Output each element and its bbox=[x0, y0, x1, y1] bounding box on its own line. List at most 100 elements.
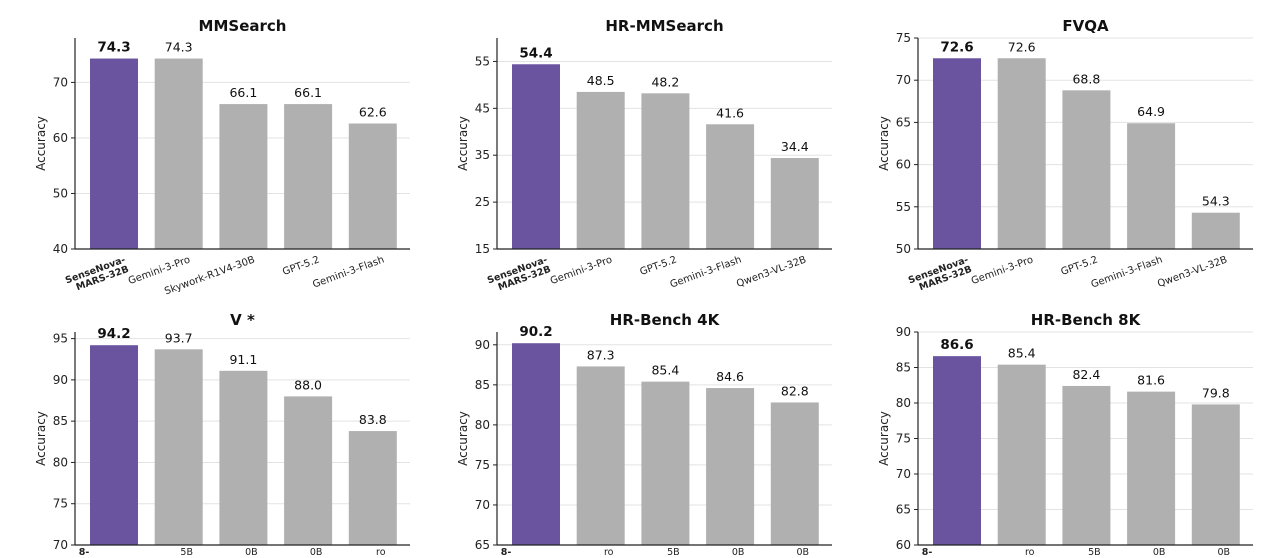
bar bbox=[706, 124, 755, 249]
x-tick-label: SenseNova-MARS-32B bbox=[64, 254, 131, 295]
x-tick-label-fragment: 0B bbox=[1218, 547, 1231, 558]
chart-title: HR-MMSearch bbox=[605, 17, 723, 35]
bar bbox=[576, 366, 625, 545]
value-label: 64.9 bbox=[1137, 104, 1165, 119]
bar bbox=[154, 58, 203, 249]
x-tick-label: SenseNova-MARS-32B bbox=[486, 254, 553, 295]
value-label: 74.3 bbox=[97, 40, 130, 56]
x-tick-label: Gemini-3-Flash bbox=[311, 254, 386, 290]
value-label: 72.6 bbox=[1008, 39, 1036, 54]
value-label: 54.4 bbox=[519, 45, 552, 61]
x-tick-label-fragment: ro bbox=[604, 547, 614, 558]
value-label: 48.5 bbox=[587, 73, 615, 88]
bar bbox=[770, 402, 819, 545]
bar bbox=[219, 104, 268, 249]
value-label: 82.4 bbox=[1072, 367, 1100, 382]
x-tick-label-line: GPT-5.2 bbox=[1060, 254, 1100, 277]
chart-panel: 70 75 80 85 90 95 Accuracy V * 94.2 8- 93.7 5B 91.1 0… bbox=[34, 311, 410, 558]
value-label: 83.8 bbox=[359, 412, 387, 427]
bar bbox=[706, 388, 755, 545]
chart-panel: 40 50 60 70 Accuracy MMSearch 74.3 SenseNova-MA… bbox=[34, 17, 410, 297]
value-label: 54.3 bbox=[1202, 194, 1230, 209]
bar bbox=[284, 396, 333, 545]
value-label: 91.1 bbox=[229, 352, 257, 367]
value-label: 93.7 bbox=[165, 330, 193, 345]
chart-panel: 65 70 75 80 85 90 Accuracy HR-Bench 4K 90.2 8- 87.… bbox=[456, 311, 832, 558]
x-tick-label: SenseNova-MARS-32B bbox=[907, 254, 974, 295]
bar bbox=[1191, 212, 1240, 249]
bar bbox=[1191, 404, 1240, 545]
y-axis-label: Accuracy bbox=[456, 116, 470, 171]
x-tick-label-line: Gemini-3-Flash bbox=[669, 254, 744, 290]
bar bbox=[348, 123, 397, 249]
value-label: 34.4 bbox=[781, 139, 809, 154]
y-tick-label: 60 bbox=[896, 158, 911, 172]
x-tick-label: Qwen3-VL-32B bbox=[1156, 254, 1229, 289]
chart-panel: 60 65 70 75 80 85 90 Accuracy HR-Bench 8K 86.6 8- 8… bbox=[877, 311, 1253, 558]
y-tick-label: 75 bbox=[896, 31, 911, 45]
y-tick-label: 70 bbox=[53, 75, 68, 89]
value-label: 68.8 bbox=[1072, 71, 1100, 86]
value-label: 82.8 bbox=[781, 383, 809, 398]
y-tick-label: 40 bbox=[53, 242, 68, 256]
y-axis-label: Accuracy bbox=[34, 411, 48, 466]
x-tick-label: Gemini-3-Flash bbox=[669, 254, 744, 290]
bar bbox=[1062, 90, 1111, 249]
value-label: 79.8 bbox=[1202, 385, 1230, 400]
x-tick-label-line: GPT-5.2 bbox=[281, 254, 321, 277]
bar bbox=[1062, 385, 1111, 545]
y-tick-label: 90 bbox=[475, 338, 490, 352]
bar bbox=[997, 58, 1046, 250]
x-tick-label-fragment: 8- bbox=[79, 547, 90, 558]
bar bbox=[154, 349, 203, 545]
y-tick-label: 65 bbox=[896, 115, 911, 129]
value-label: 85.4 bbox=[651, 363, 679, 378]
bar bbox=[770, 158, 819, 249]
y-tick-label: 50 bbox=[53, 186, 68, 200]
chart-panel: 50 55 60 65 70 75 Accuracy FVQA 72.6 SenseNova-MA… bbox=[877, 17, 1253, 295]
y-axis-label: Accuracy bbox=[34, 116, 48, 171]
y-tick-label: 80 bbox=[475, 418, 490, 432]
x-tick-label-fragment: 0B bbox=[1153, 547, 1166, 558]
x-tick-label-line: GPT-5.2 bbox=[639, 254, 679, 277]
chart-title: HR-Bench 4K bbox=[610, 311, 721, 329]
bar bbox=[1127, 391, 1176, 545]
bar bbox=[348, 431, 397, 545]
y-tick-label: 70 bbox=[896, 73, 911, 87]
x-tick-label-fragment: ro bbox=[1025, 547, 1035, 558]
chart-title: MMSearch bbox=[199, 17, 287, 35]
bar-highlight bbox=[90, 58, 138, 249]
x-tick-label-fragment: 5B bbox=[1088, 547, 1101, 558]
x-tick-label-fragment: 0B bbox=[732, 547, 745, 558]
value-label: 66.1 bbox=[294, 85, 322, 100]
y-tick-label: 75 bbox=[475, 458, 490, 472]
x-tick-label-line: Gemini-3-Pro bbox=[970, 254, 1035, 287]
x-tick-label: Gemini-3-Pro bbox=[549, 254, 614, 287]
value-label: 87.3 bbox=[587, 347, 615, 362]
bar bbox=[219, 370, 268, 545]
y-tick-label: 70 bbox=[53, 538, 68, 552]
y-tick-label: 75 bbox=[53, 497, 68, 511]
chart-panel: 15 25 35 45 55 Accuracy HR-MMSearch 54.4 SenseNo… bbox=[456, 17, 832, 295]
chart-title: FVQA bbox=[1062, 17, 1109, 35]
bar-highlight bbox=[512, 343, 560, 545]
y-tick-label: 95 bbox=[53, 332, 68, 346]
bar-highlight bbox=[933, 356, 981, 545]
bar bbox=[641, 93, 690, 249]
value-label: 94.2 bbox=[97, 326, 130, 342]
bar bbox=[284, 104, 333, 249]
bar-highlight bbox=[933, 58, 981, 250]
y-tick-label: 70 bbox=[475, 498, 490, 512]
y-tick-label: 25 bbox=[475, 195, 490, 209]
value-label: 85.4 bbox=[1008, 346, 1036, 361]
x-tick-label-line: Qwen3-VL-32B bbox=[1156, 254, 1229, 289]
y-tick-label: 75 bbox=[896, 432, 911, 446]
x-tick-label-line: Gemini-3-Flash bbox=[311, 254, 386, 290]
y-tick-label: 55 bbox=[896, 200, 911, 214]
x-tick-label-fragment: ro bbox=[376, 547, 386, 558]
value-label: 74.3 bbox=[165, 40, 193, 55]
y-tick-label: 35 bbox=[475, 148, 490, 162]
value-label: 72.6 bbox=[940, 39, 973, 55]
x-tick-label-fragment: 5B bbox=[180, 547, 193, 558]
